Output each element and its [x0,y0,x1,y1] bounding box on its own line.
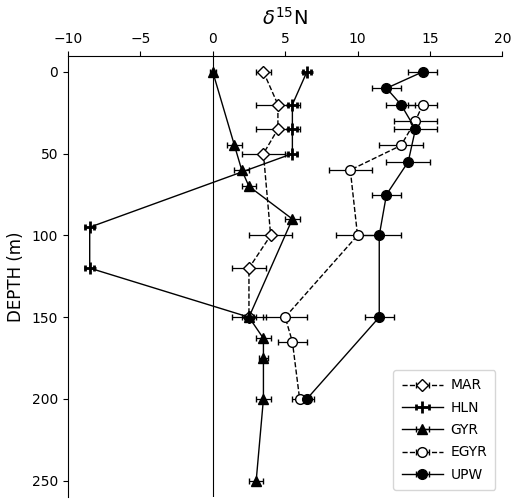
X-axis label: $\delta^{15}$N: $\delta^{15}$N [262,7,308,29]
Y-axis label: DEPTH (m): DEPTH (m) [7,231,25,322]
Legend: MAR, HLN, GYR, EGYR, UPW: MAR, HLN, GYR, EGYR, UPW [393,370,495,490]
